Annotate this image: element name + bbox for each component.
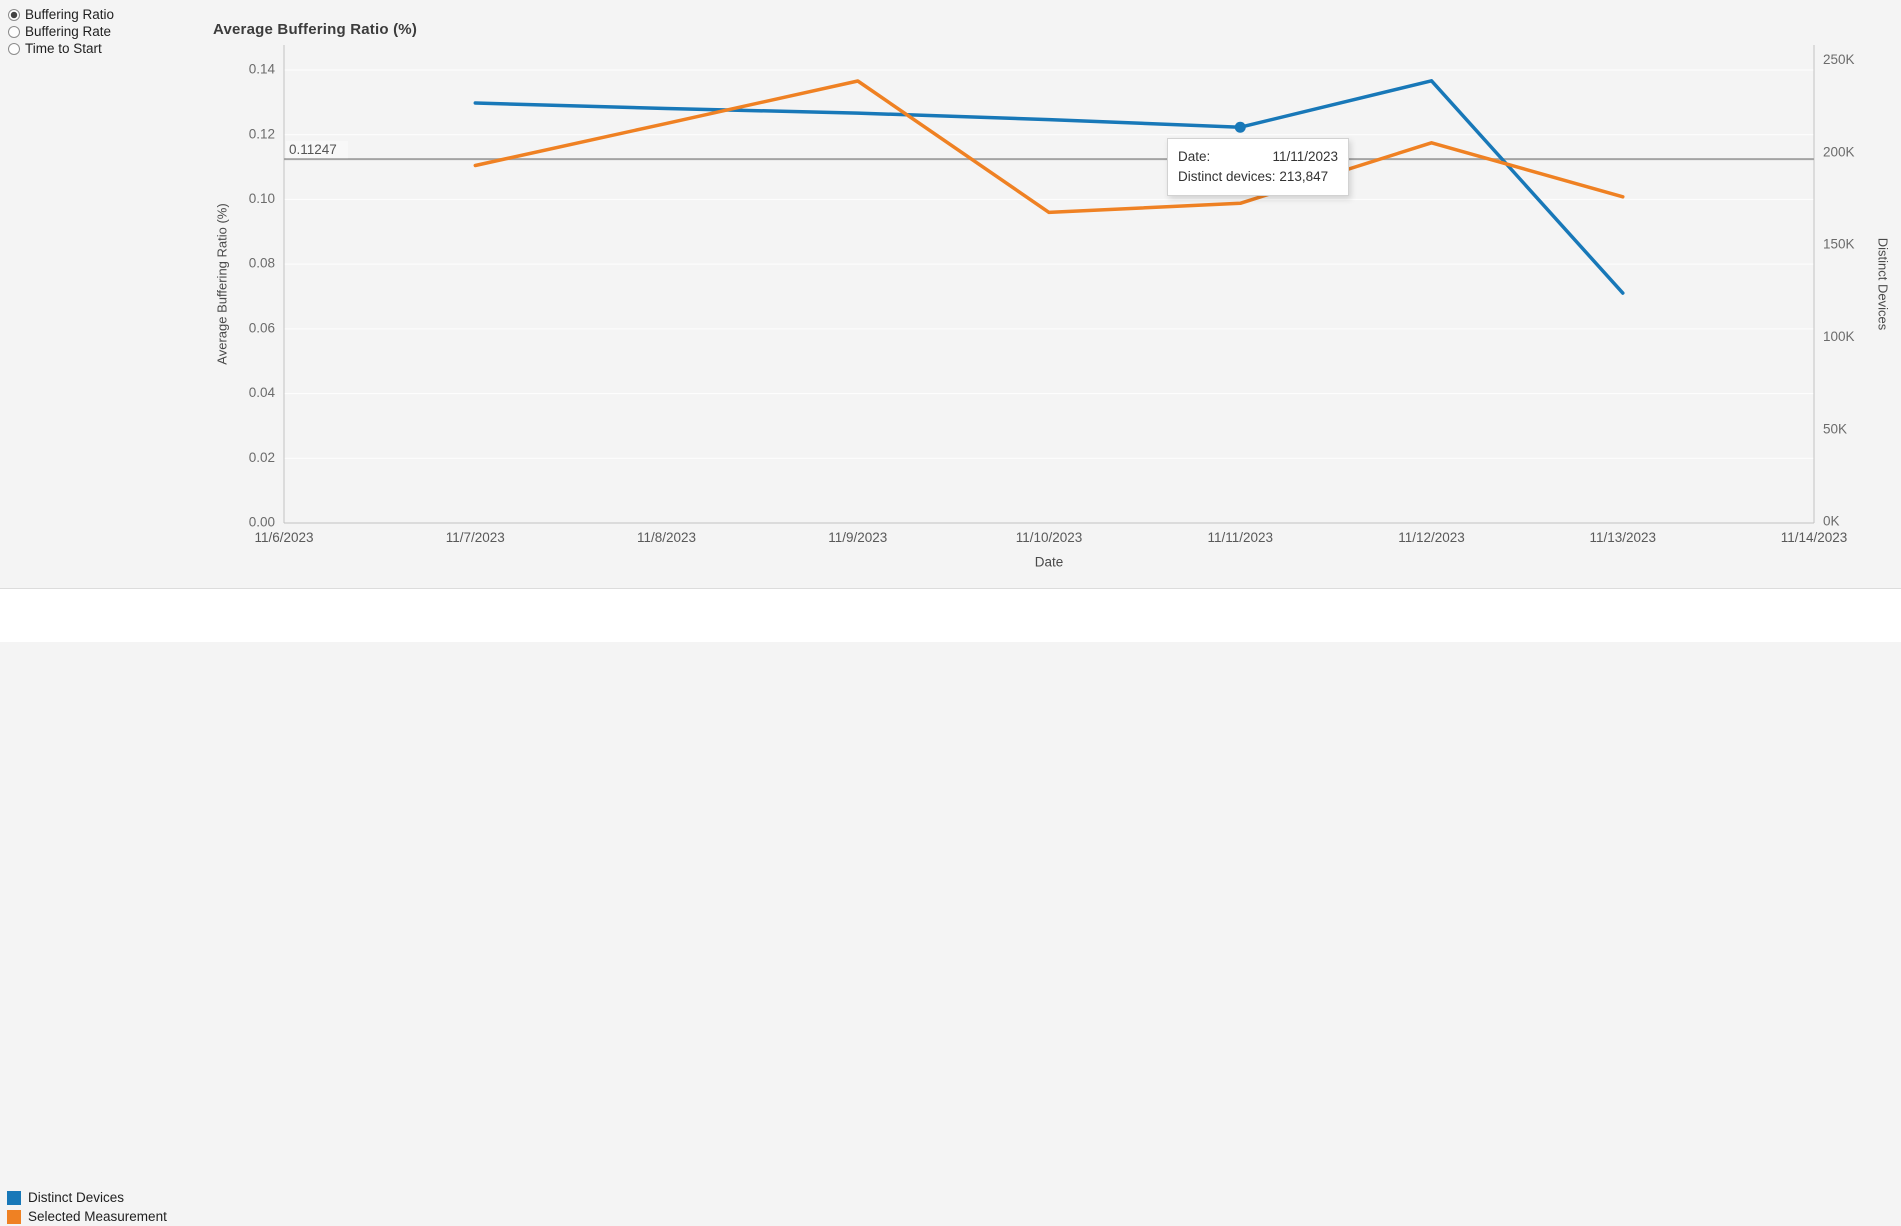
legend-swatch (7, 1209, 21, 1224)
radio-buffering-ratio[interactable] (8, 8, 20, 21)
x-tick-label: 11/10/2023 (1016, 530, 1083, 545)
tooltip-metric-label: Distinct devices: (1178, 169, 1276, 184)
radio-option-buffering-ratio[interactable]: Buffering Ratio (8, 6, 114, 23)
hovered-data-point[interactable] (1234, 121, 1246, 133)
chart-tooltip: Date: 11/11/2023 Distinct devices: 213,8… (1167, 138, 1349, 196)
x-axis-title: Date (1034, 554, 1064, 570)
legend-panel: Distinct Devices Selected Measurement (0, 588, 1901, 1224)
radio-option-buffering-rate[interactable]: Buffering Rate (8, 23, 114, 40)
x-tick-label: 11/13/2023 (1589, 530, 1656, 545)
chart-legend: Distinct Devices Selected Measurement (7, 1188, 167, 1226)
x-tick-label: 11/12/2023 (1398, 530, 1465, 545)
left-y-tick-label: 0.02 (249, 450, 275, 465)
legend-label: Distinct Devices (28, 1190, 125, 1205)
dual-axis-line-chart: 0.00 0.02 0.04 0.06 0.08 0.10 0.12 0.14 0K 50K 100… (249, 45, 1855, 545)
x-tick-label: 11/11/2023 (1207, 530, 1273, 545)
x-tick-label: 11/7/2023 (446, 530, 505, 545)
left-y-tick-label: 0.12 (249, 126, 275, 141)
x-tick-label: 11/8/2023 (637, 530, 696, 545)
left-y-tick-label: 0.10 (249, 191, 275, 206)
right-y-tick-label: 250K (1823, 52, 1855, 67)
reference-line-label: 0.11247 (289, 142, 337, 157)
x-tick-label: 11/9/2023 (828, 530, 887, 545)
left-y-tick-label: 0.14 (249, 62, 276, 77)
left-y-tick-label: 0.00 (249, 515, 275, 530)
series-line-selected-measurement[interactable] (473, 79, 1625, 215)
radio-option-time-to-start[interactable]: Time to Start (8, 40, 114, 57)
series-line-distinct-devices[interactable] (473, 79, 1625, 295)
right-y-tick-label: 50K (1823, 421, 1847, 436)
right-y-axis-title: Distinct Devices (1875, 237, 1891, 331)
chart-title: Average Buffering Ratio (%) (213, 21, 418, 38)
tooltip-date-label: Date: (1178, 149, 1211, 164)
left-y-tick-label: 0.08 (249, 256, 275, 271)
right-y-tick-label: 200K (1823, 144, 1855, 159)
radio-label: Buffering Ratio (25, 7, 115, 22)
x-tick-label: 11/14/2023 (1781, 530, 1848, 545)
legend-label: Selected Measurement (28, 1209, 167, 1224)
radio-buffering-rate[interactable] (8, 25, 20, 38)
legend-swatch (7, 1190, 21, 1205)
right-y-tick-label: 150K (1823, 237, 1855, 252)
measurement-radio-group: Buffering Ratio Buffering Rate Time to Sta… (8, 6, 114, 57)
dashboard: Buffering Ratio Buffering Rate Time to Sta… (0, 6, 1901, 1224)
radio-label: Time to Start (25, 41, 102, 56)
radio-label: Buffering Rate (25, 24, 112, 39)
x-tick-label: 11/6/2023 (254, 530, 313, 545)
left-y-tick-label: 0.04 (249, 385, 276, 400)
legend-item-selected-measurement[interactable]: Selected Measurement (7, 1207, 167, 1226)
right-y-tick-label: 0K (1823, 514, 1840, 529)
radio-time-to-start[interactable] (8, 42, 20, 55)
left-y-axis-title: Average Buffering Ratio (%) (214, 203, 230, 365)
right-y-tick-label: 100K (1823, 329, 1855, 344)
legend-item-distinct-devices[interactable]: Distinct Devices (7, 1188, 167, 1207)
left-y-tick-label: 0.06 (249, 320, 275, 335)
reference-line-label-bg (286, 141, 348, 159)
tooltip-date-value: 11/11/2023 (1272, 149, 1338, 164)
tooltip-metric-value: 213,847 (1279, 169, 1329, 184)
